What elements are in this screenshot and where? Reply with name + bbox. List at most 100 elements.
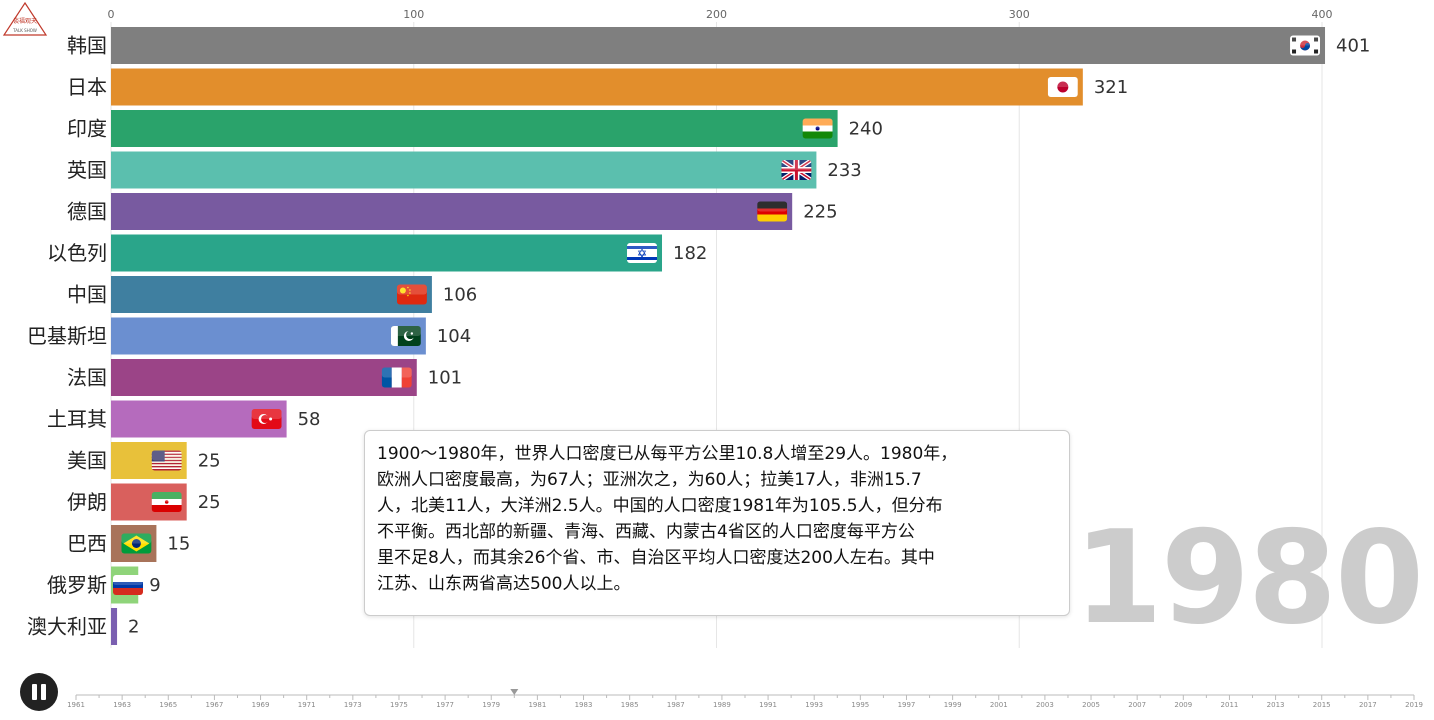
timeline-label: 2019 bbox=[1405, 701, 1423, 709]
category-label: 土耳其 bbox=[47, 407, 107, 431]
value-label: 101 bbox=[428, 368, 462, 389]
bar bbox=[111, 68, 1083, 106]
bar bbox=[111, 27, 1326, 64]
x-tick-label: 400 bbox=[1312, 8, 1333, 21]
flag-fr-icon bbox=[381, 367, 412, 388]
bar bbox=[111, 151, 817, 189]
category-label: 英国 bbox=[67, 158, 107, 182]
bar-group: 英国 233 bbox=[67, 151, 862, 189]
pause-icon bbox=[32, 684, 37, 700]
category-label: 韩国 bbox=[67, 34, 107, 58]
pause-button[interactable] bbox=[20, 673, 58, 711]
flag-de-icon bbox=[757, 201, 788, 222]
bar bbox=[111, 359, 417, 396]
timeline-label: 1977 bbox=[436, 701, 454, 709]
bar bbox=[111, 608, 118, 645]
category-label: 日本 bbox=[67, 75, 107, 99]
timeline-label: 1965 bbox=[159, 701, 177, 709]
timeline-label: 1969 bbox=[252, 701, 270, 709]
timeline-label: 2011 bbox=[1221, 701, 1239, 709]
bar-group: 德国 225 bbox=[67, 193, 838, 230]
timeline-label: 1975 bbox=[390, 701, 408, 709]
bar-group: 日本 321 bbox=[67, 68, 1128, 106]
value-label: 15 bbox=[167, 534, 190, 555]
timeline-handle[interactable] bbox=[510, 689, 519, 695]
bar-group: 巴西 15 bbox=[67, 525, 190, 562]
timeline-label: 1967 bbox=[205, 701, 223, 709]
category-label: 法国 bbox=[67, 366, 107, 390]
bar-group: 巴基斯坦 104 bbox=[27, 317, 471, 355]
timeline-label: 2007 bbox=[1128, 701, 1146, 709]
timeline-label: 1987 bbox=[667, 701, 685, 709]
value-label: 104 bbox=[437, 326, 471, 347]
flag-us-icon bbox=[151, 450, 182, 471]
flag-gb-icon bbox=[781, 160, 812, 180]
timeline-label: 1961 bbox=[67, 701, 85, 709]
value-label: 401 bbox=[1336, 36, 1370, 57]
category-label: 德国 bbox=[67, 200, 107, 224]
category-label: 巴西 bbox=[67, 532, 107, 556]
timeline-label: 1993 bbox=[805, 701, 823, 709]
timeline-label: 1963 bbox=[113, 701, 131, 709]
category-label: 俄罗斯 bbox=[47, 573, 107, 597]
timeline-label: 2005 bbox=[1082, 701, 1100, 709]
timeline-label: 2009 bbox=[1174, 701, 1192, 709]
bar-group: 韩国 401 bbox=[67, 27, 1370, 64]
x-tick-label: 0 bbox=[108, 8, 115, 21]
timeline-label: 1971 bbox=[298, 701, 316, 709]
bar-group: 俄罗斯 9 bbox=[47, 566, 161, 604]
category-label: 中国 bbox=[67, 283, 107, 307]
flag-tr-icon bbox=[251, 409, 282, 429]
flag-cn-icon bbox=[396, 284, 427, 305]
value-label: 240 bbox=[849, 119, 883, 140]
flag-il-icon bbox=[627, 243, 658, 263]
bar-group: 法国 101 bbox=[67, 359, 462, 396]
bar bbox=[111, 110, 838, 147]
flag-jp-icon bbox=[1047, 77, 1078, 97]
timeline-label: 1983 bbox=[575, 701, 593, 709]
flag-pk-icon bbox=[390, 326, 421, 346]
timeline-label: 2015 bbox=[1313, 701, 1331, 709]
value-label: 225 bbox=[803, 202, 837, 223]
timeline-label: 2001 bbox=[990, 701, 1008, 709]
category-label: 澳大利亚 bbox=[27, 615, 107, 639]
flag-kr-icon bbox=[1290, 35, 1321, 56]
timeline-label: 2003 bbox=[1036, 701, 1054, 709]
logo-text-line1: 谈福观天 bbox=[13, 17, 37, 25]
bar bbox=[111, 234, 663, 272]
timeline-slider[interactable]: 1961 1963 1965 1967 1969 1971 1973 1975 1977 1979… bbox=[0, 684, 1434, 720]
category-label: 美国 bbox=[67, 449, 107, 473]
flag-ir-icon bbox=[151, 492, 182, 512]
value-label: 25 bbox=[198, 451, 221, 472]
x-tick-label: 200 bbox=[706, 8, 727, 21]
timeline-label: 1997 bbox=[898, 701, 916, 709]
value-label: 321 bbox=[1094, 77, 1128, 98]
bar-group: 印度 240 bbox=[67, 110, 883, 147]
x-tick-label: 100 bbox=[403, 8, 424, 21]
value-label: 9 bbox=[149, 575, 160, 596]
category-label: 伊朗 bbox=[67, 490, 107, 514]
value-label: 25 bbox=[198, 492, 221, 513]
timeline-label: 1999 bbox=[944, 701, 962, 709]
bar-group: 中国 106 bbox=[67, 276, 477, 313]
bar-group: 以色列 182 bbox=[47, 234, 707, 272]
bar-group: 澳大利亚 2 bbox=[27, 608, 140, 645]
value-label: 106 bbox=[443, 285, 477, 306]
timeline-label: 1989 bbox=[713, 701, 731, 709]
category-label: 印度 bbox=[67, 117, 107, 141]
category-label: 以色列 bbox=[47, 241, 107, 265]
timeline-label: 1995 bbox=[851, 701, 869, 709]
year-label: 1980 bbox=[1073, 504, 1424, 653]
value-label: 233 bbox=[827, 160, 861, 181]
bar-group: 伊朗 25 bbox=[67, 483, 221, 521]
category-label: 巴基斯坦 bbox=[27, 324, 107, 348]
bar-group: 美国 25 bbox=[67, 442, 221, 479]
pause-icon-bar bbox=[41, 684, 46, 700]
timeline-label: 2017 bbox=[1359, 701, 1377, 709]
flag-br-icon bbox=[121, 533, 152, 554]
logo-text-line2: TALK SHOW bbox=[12, 28, 37, 33]
timeline-label: 1981 bbox=[528, 701, 546, 709]
timeline-label: 1979 bbox=[482, 701, 500, 709]
bar bbox=[111, 276, 432, 313]
